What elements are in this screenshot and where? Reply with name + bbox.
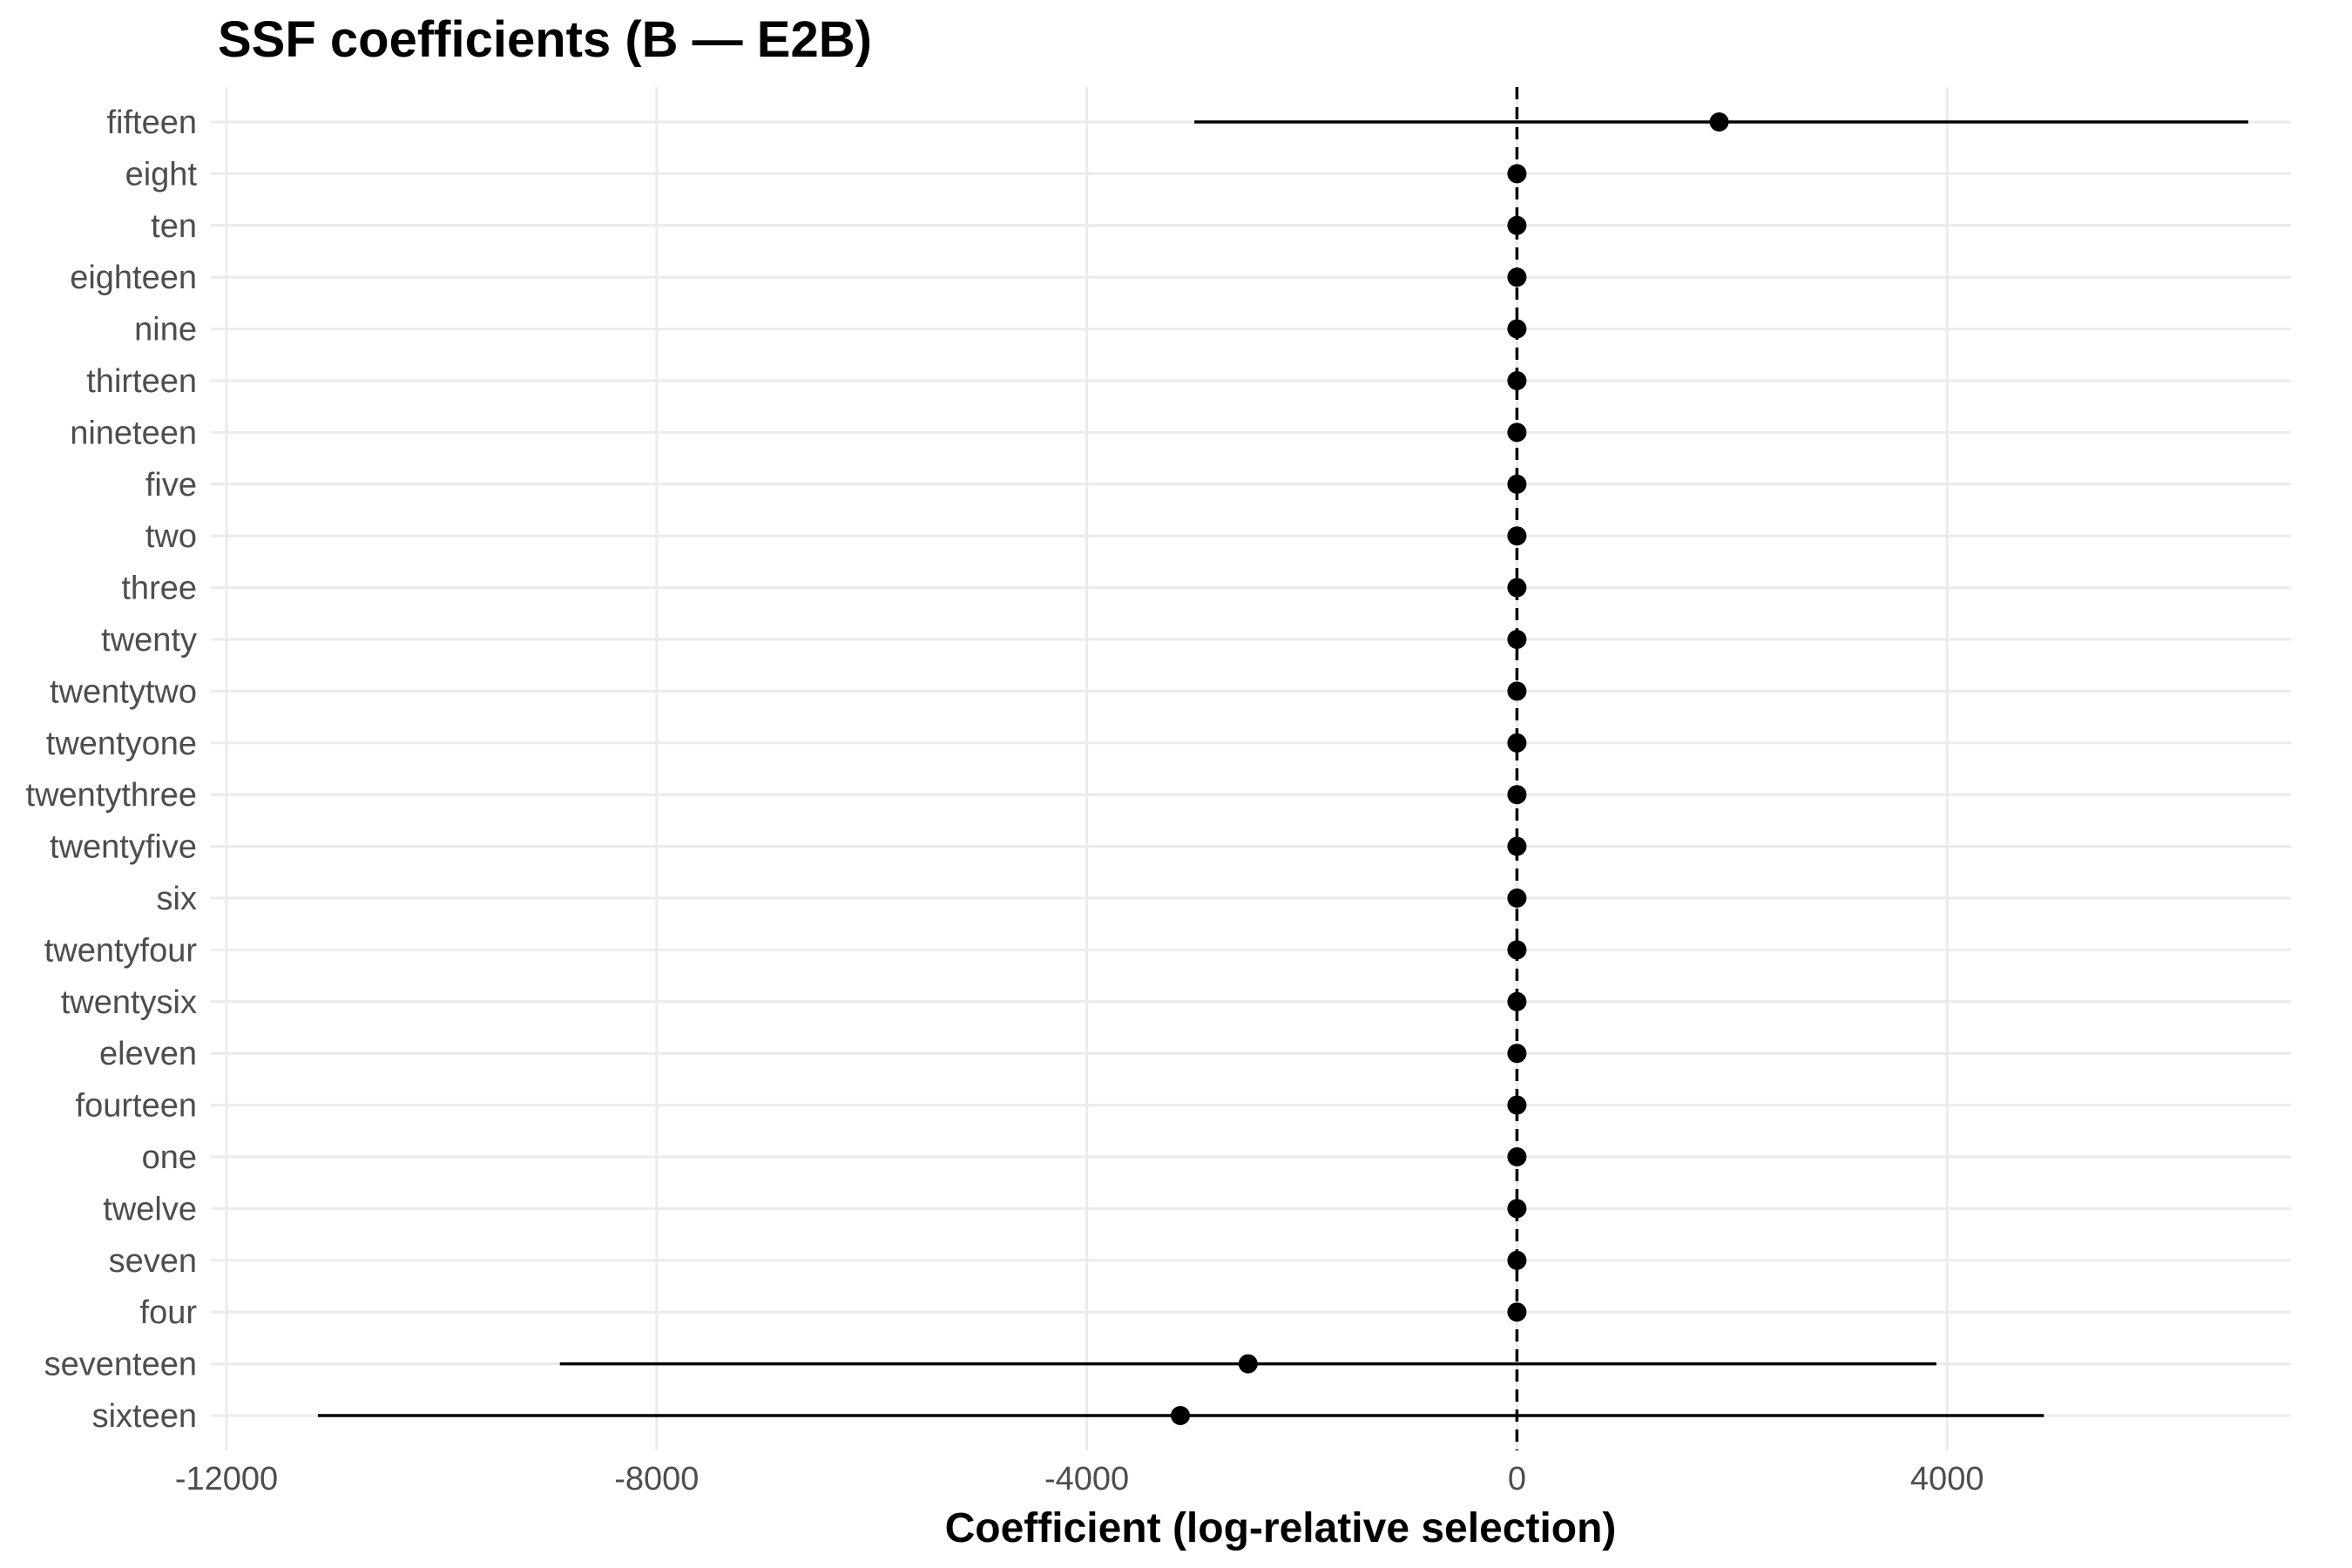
y-tick-label: twentyfour bbox=[44, 932, 198, 969]
x-tick-label: -8000 bbox=[614, 1461, 699, 1497]
y-tick-label: sixteen bbox=[92, 1398, 197, 1435]
y-tick-label: twentysix bbox=[61, 984, 197, 1021]
y-tick-labels: fifteen eight ten eighteen nine thirteen ninet… bbox=[26, 105, 198, 1435]
point-two bbox=[1507, 526, 1527, 546]
grid-lines bbox=[211, 87, 2291, 1450]
y-tick-label: nine bbox=[134, 312, 197, 348]
y-tick-label: four bbox=[140, 1294, 198, 1331]
point-nineteen bbox=[1507, 422, 1527, 443]
point-fifteen bbox=[1709, 112, 1729, 132]
y-tick-label: nineteen bbox=[70, 415, 197, 451]
point-nine bbox=[1507, 319, 1527, 339]
x-tick-label: 0 bbox=[1508, 1461, 1526, 1497]
point-fourteen bbox=[1507, 1095, 1527, 1115]
y-tick-label: seventeen bbox=[44, 1347, 197, 1383]
point-sixteen bbox=[1171, 1406, 1191, 1425]
y-tick-label: eleven bbox=[99, 1036, 197, 1072]
y-tick-label: twentyone bbox=[46, 726, 197, 762]
y-tick-label: twentyfive bbox=[50, 829, 197, 866]
point-three bbox=[1507, 578, 1527, 598]
y-tick-label: twelve bbox=[103, 1191, 197, 1227]
y-tick-label: two bbox=[145, 518, 197, 555]
point-group bbox=[1171, 112, 1729, 1425]
point-seven bbox=[1507, 1250, 1527, 1270]
point-twentythree bbox=[1507, 785, 1527, 805]
y-tick-label: thirteen bbox=[86, 363, 197, 400]
y-tick-label: one bbox=[142, 1139, 197, 1176]
point-four bbox=[1507, 1302, 1527, 1322]
point-ten bbox=[1507, 215, 1527, 235]
x-tick-label: -12000 bbox=[175, 1461, 278, 1497]
point-five bbox=[1507, 474, 1527, 494]
point-twentyfive bbox=[1507, 836, 1527, 856]
y-tick-label: six bbox=[157, 881, 197, 917]
interval-group bbox=[317, 120, 2248, 1417]
point-seventeen bbox=[1238, 1354, 1258, 1374]
point-twentyone bbox=[1507, 733, 1527, 753]
point-one bbox=[1507, 1147, 1527, 1166]
x-axis-title: Coefficient (log-relative selection) bbox=[945, 1505, 1617, 1551]
y-tick-label: eight bbox=[125, 156, 198, 193]
chart-title: SSF coefficients (B — E2B) bbox=[218, 11, 872, 68]
point-eight bbox=[1507, 164, 1527, 184]
point-six bbox=[1507, 889, 1527, 908]
point-twentytwo bbox=[1507, 681, 1527, 701]
y-tick-label: seven bbox=[109, 1243, 197, 1280]
y-tick-label: twenty bbox=[101, 622, 197, 659]
point-eleven bbox=[1507, 1044, 1527, 1064]
y-tick-label: five bbox=[145, 467, 197, 504]
point-twenty bbox=[1507, 630, 1527, 649]
point-twentyfour bbox=[1507, 940, 1527, 960]
y-tick-label: twentythree bbox=[26, 777, 197, 814]
point-twelve bbox=[1507, 1199, 1527, 1219]
y-tick-label: fifteen bbox=[106, 105, 197, 141]
x-tick-label: 4000 bbox=[1910, 1461, 1984, 1497]
x-tick-labels: -12000 -8000 -4000 0 4000 bbox=[175, 1461, 1984, 1497]
y-tick-label: ten bbox=[151, 208, 197, 245]
y-tick-label: three bbox=[121, 571, 197, 607]
y-tick-label: fourteen bbox=[76, 1088, 197, 1125]
y-tick-label: twentytwo bbox=[50, 673, 197, 710]
point-eighteen bbox=[1507, 267, 1527, 287]
y-tick-label: eighteen bbox=[70, 260, 197, 296]
point-twentysix bbox=[1507, 991, 1527, 1011]
x-tick-label: -4000 bbox=[1044, 1461, 1129, 1497]
point-thirteen bbox=[1507, 371, 1527, 390]
